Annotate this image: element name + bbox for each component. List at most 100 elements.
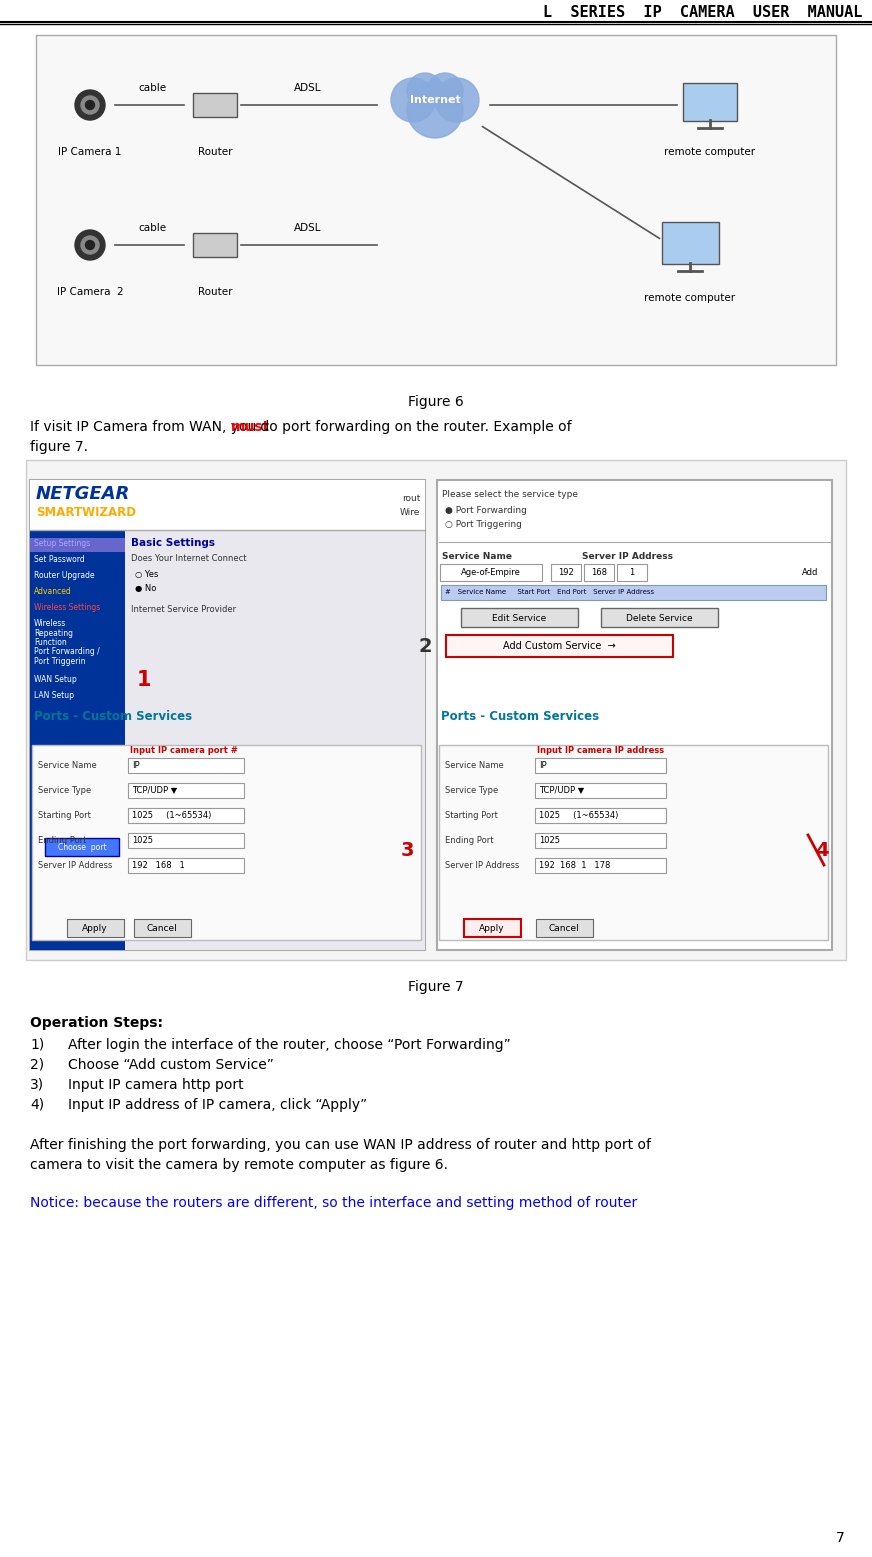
Text: Wire: Wire (399, 508, 420, 517)
Text: Does Your Internet Connect: Does Your Internet Connect (131, 554, 247, 564)
Text: Edit Service: Edit Service (492, 613, 546, 623)
FancyBboxPatch shape (36, 34, 836, 364)
FancyBboxPatch shape (441, 585, 826, 599)
Text: Starting Port: Starting Port (38, 811, 91, 819)
Text: camera to visit the camera by remote computer as figure 6.: camera to visit the camera by remote com… (30, 1158, 448, 1172)
Text: 1: 1 (137, 670, 152, 690)
Text: Service Type: Service Type (38, 785, 92, 794)
Text: Please select the service type: Please select the service type (442, 489, 578, 498)
Circle shape (75, 90, 105, 120)
Text: Internet: Internet (410, 95, 460, 104)
Text: Ports - Custom Services: Ports - Custom Services (441, 710, 599, 722)
Text: ○ Yes: ○ Yes (135, 570, 159, 579)
Text: 4: 4 (815, 841, 828, 859)
Circle shape (407, 83, 463, 139)
Circle shape (75, 230, 105, 260)
Circle shape (391, 78, 435, 121)
FancyBboxPatch shape (683, 83, 737, 121)
FancyBboxPatch shape (437, 480, 832, 950)
Text: 1): 1) (30, 1039, 44, 1053)
Text: 192: 192 (558, 567, 574, 576)
FancyBboxPatch shape (127, 758, 243, 772)
Text: 192  168  1   178: 192 168 1 178 (539, 861, 610, 869)
FancyBboxPatch shape (662, 223, 719, 265)
Text: figure 7.: figure 7. (30, 441, 88, 455)
FancyBboxPatch shape (30, 529, 125, 950)
Text: ○ Port Triggering: ○ Port Triggering (445, 520, 521, 528)
Text: Server IP Address: Server IP Address (582, 551, 673, 561)
Text: Figure 6: Figure 6 (408, 395, 464, 409)
FancyBboxPatch shape (127, 783, 243, 797)
Circle shape (407, 73, 443, 109)
Text: 1025: 1025 (539, 836, 560, 844)
Text: Ending Port: Ending Port (445, 836, 494, 844)
FancyBboxPatch shape (45, 838, 119, 856)
Text: #   Service Name     Start Port   End Port   Server IP Address: # Service Name Start Port End Port Serve… (445, 589, 654, 595)
Text: 7: 7 (836, 1531, 845, 1545)
Text: remote computer: remote computer (644, 293, 736, 304)
Text: Basic Settings: Basic Settings (131, 539, 215, 548)
Text: Apply: Apply (82, 923, 108, 933)
Text: Advanced: Advanced (34, 587, 72, 596)
Text: IP Camera 1: IP Camera 1 (58, 146, 122, 157)
Text: Set Password: Set Password (34, 554, 85, 564)
Text: IP Camera  2: IP Camera 2 (57, 286, 123, 297)
Circle shape (85, 101, 94, 109)
Text: Operation Steps:: Operation Steps: (30, 1017, 163, 1031)
Text: 4): 4) (30, 1098, 44, 1112)
FancyBboxPatch shape (446, 635, 673, 657)
Text: 1025     (1~65534): 1025 (1~65534) (132, 811, 211, 819)
FancyBboxPatch shape (26, 459, 846, 961)
Circle shape (427, 73, 463, 109)
Text: Input IP address of IP camera, click “Apply”: Input IP address of IP camera, click “Ap… (68, 1098, 367, 1112)
FancyBboxPatch shape (535, 808, 665, 822)
FancyBboxPatch shape (134, 919, 191, 937)
Text: 168: 168 (591, 567, 607, 576)
Text: Port Forwarding /
Port Triggerin: Port Forwarding / Port Triggerin (34, 648, 99, 666)
Text: Input IP camera http port: Input IP camera http port (68, 1077, 243, 1091)
FancyBboxPatch shape (127, 833, 243, 847)
Text: LAN Setup: LAN Setup (34, 691, 74, 701)
Text: cable: cable (139, 83, 167, 93)
FancyBboxPatch shape (30, 480, 425, 529)
Text: 3: 3 (400, 841, 413, 859)
Text: Service Name: Service Name (445, 760, 504, 769)
Text: 1025     (1~65534): 1025 (1~65534) (539, 811, 618, 819)
Text: Ending Port: Ending Port (38, 836, 86, 844)
FancyBboxPatch shape (32, 744, 421, 940)
Circle shape (81, 97, 99, 114)
FancyBboxPatch shape (601, 607, 718, 627)
Circle shape (85, 240, 94, 249)
Text: ADSL: ADSL (294, 83, 321, 93)
Text: Starting Port: Starting Port (445, 811, 498, 819)
FancyBboxPatch shape (67, 919, 124, 937)
FancyBboxPatch shape (535, 833, 665, 847)
Text: Server IP Address: Server IP Address (445, 861, 520, 869)
FancyBboxPatch shape (584, 564, 614, 581)
FancyBboxPatch shape (193, 93, 237, 117)
Text: 1025: 1025 (132, 836, 153, 844)
Text: ● Port Forwarding: ● Port Forwarding (445, 506, 527, 514)
Text: Input IP camera port #: Input IP camera port # (130, 746, 238, 755)
Text: Age-of-Empire: Age-of-Empire (461, 567, 521, 576)
Text: L  SERIES  IP  CAMERA  USER  MANUAL: L SERIES IP CAMERA USER MANUAL (542, 5, 862, 20)
Text: IP: IP (539, 760, 547, 769)
Text: IP: IP (132, 760, 140, 769)
FancyBboxPatch shape (193, 234, 237, 257)
Text: do port forwarding on the router. Example of: do port forwarding on the router. Exampl… (255, 420, 571, 434)
FancyBboxPatch shape (440, 564, 542, 581)
Text: If visit IP Camera from WAN, you: If visit IP Camera from WAN, you (30, 420, 261, 434)
Text: Choose “Add custom Service”: Choose “Add custom Service” (68, 1059, 274, 1073)
Text: Ports - Custom Services: Ports - Custom Services (34, 710, 192, 722)
Text: Figure 7: Figure 7 (408, 979, 464, 993)
Text: Add: Add (802, 567, 818, 576)
Text: WAN Setup: WAN Setup (34, 676, 77, 684)
FancyBboxPatch shape (536, 919, 593, 937)
FancyBboxPatch shape (551, 564, 581, 581)
Text: ADSL: ADSL (294, 223, 321, 234)
Text: Choose  port: Choose port (58, 842, 106, 852)
FancyBboxPatch shape (535, 758, 665, 772)
Text: Input IP camera IP address: Input IP camera IP address (537, 746, 664, 755)
FancyBboxPatch shape (464, 919, 521, 937)
FancyBboxPatch shape (30, 539, 125, 553)
